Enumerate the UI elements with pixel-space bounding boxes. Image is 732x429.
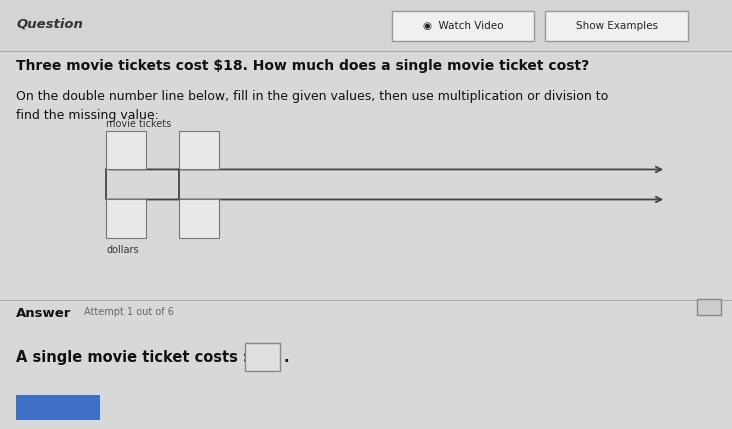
Bar [106,131,146,169]
Text: dollars: dollars [106,245,139,254]
Bar [245,343,280,371]
Text: Answer: Answer [16,307,72,320]
Text: movie tickets: movie tickets [106,119,171,129]
Text: Show Examples: Show Examples [575,21,658,31]
Text: ⬜: ⬜ [706,304,711,311]
Bar [179,131,219,169]
Bar [16,395,100,420]
Bar [392,11,534,41]
Bar [697,299,721,315]
Text: find the missing value:: find the missing value: [16,109,159,122]
Text: ◉  Watch Video: ◉ Watch Video [423,21,503,31]
Text: Three movie tickets cost $18. How much does a single movie ticket cost?: Three movie tickets cost $18. How much d… [16,59,589,73]
Text: On the double number line below, fill in the given values, then use multiplicati: On the double number line below, fill in… [16,90,608,103]
Bar [106,199,146,238]
Text: Attempt 1 out of 6: Attempt 1 out of 6 [84,307,174,317]
Bar [545,11,688,41]
Bar [0,0,732,51]
Text: A single movie ticket costs $: A single movie ticket costs $ [16,350,253,365]
Bar [179,199,219,238]
Bar [0,51,732,429]
Text: .: . [283,350,289,365]
Text: Question: Question [16,17,83,30]
